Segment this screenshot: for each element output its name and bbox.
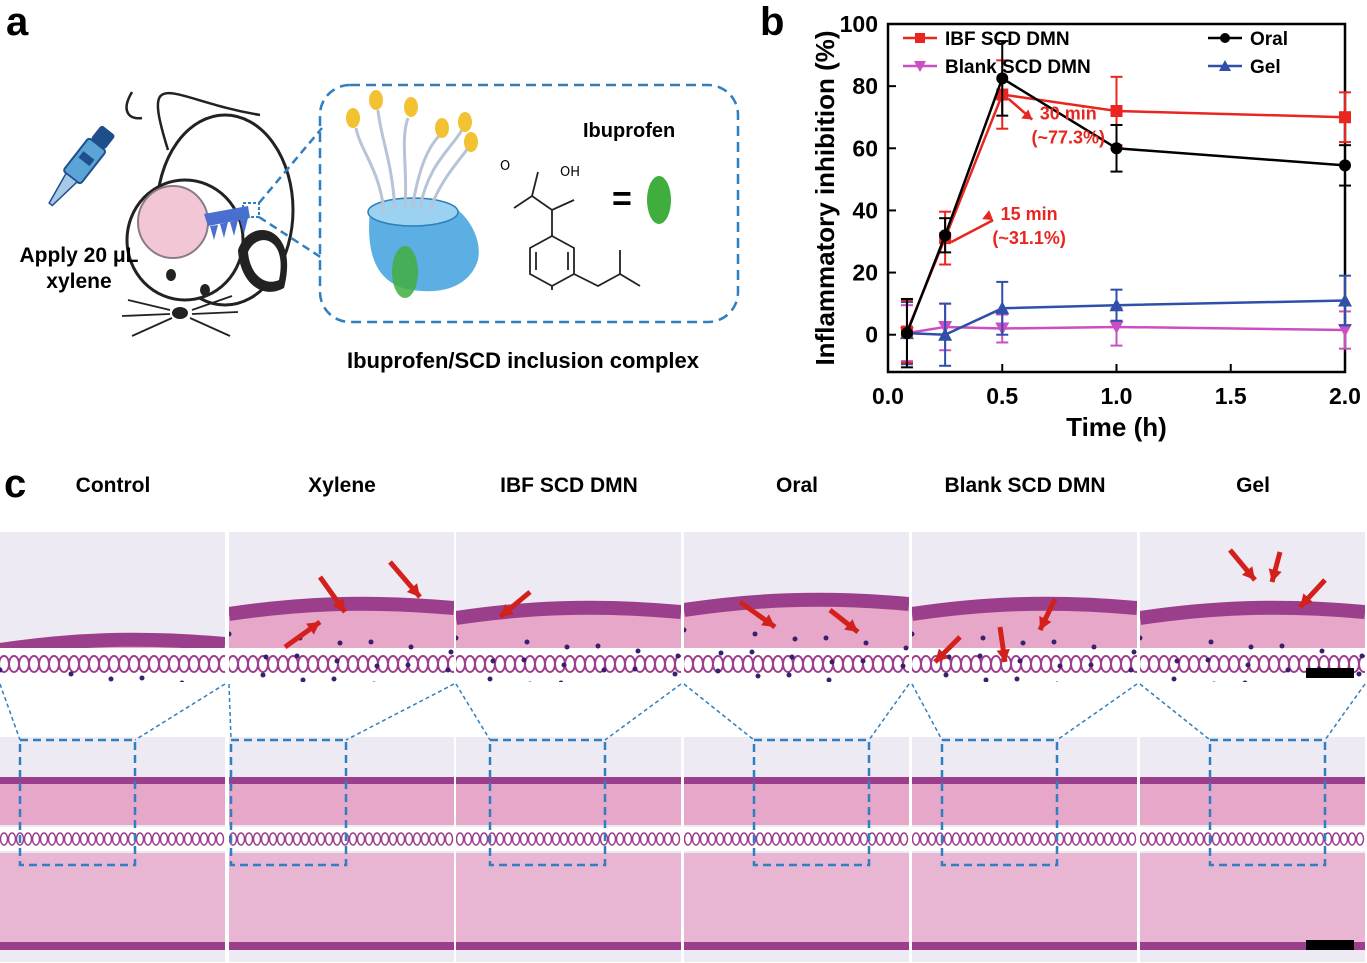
histology-zoom-2 <box>456 532 681 682</box>
annotation-arrowhead <box>1021 109 1033 120</box>
annotation-line2: (~77.3%) <box>1031 128 1105 148</box>
panel-a-caption: Ibuprofen/SCD inclusion complex <box>346 348 700 373</box>
data-point <box>1339 111 1351 124</box>
tissue-drawing <box>684 777 909 950</box>
equals-sign: = <box>612 180 632 218</box>
legend-marker <box>1219 60 1231 71</box>
mouse-icon <box>121 91 295 337</box>
panel-c-letter: c <box>4 462 27 506</box>
histology-label-1: Xylene <box>308 474 376 497</box>
tissue-drawing <box>229 596 454 682</box>
inhibition-chart: 0 20 40 60 80 100 0.0 0.5 1.0 1.5 2.0 Time (h) Infla… <box>810 11 1361 442</box>
data-point <box>1338 324 1352 338</box>
apply-line1: Apply 20 μL <box>19 244 139 267</box>
drug-icon <box>647 176 671 224</box>
y-tick-label: 40 <box>852 197 878 223</box>
panel-a-letter: a <box>6 0 29 44</box>
annotation-line1: 15 min <box>1001 204 1058 224</box>
data-point <box>1109 320 1124 334</box>
data-point <box>995 301 1010 315</box>
tissue-drawing <box>229 777 454 950</box>
histology-zoom-0 <box>0 532 225 682</box>
legend-marker <box>1220 33 1230 43</box>
legend-label: Blank SCD DMN <box>945 57 1091 78</box>
histology-label-2: IBF SCD DMN <box>500 474 638 497</box>
data-point <box>996 72 1009 85</box>
annotation-line1: 30 min <box>1040 104 1097 124</box>
data-point <box>1110 142 1123 155</box>
histology-overview-1 <box>229 737 454 962</box>
series-line-ibf-scd-dmn <box>905 93 1346 333</box>
tissue-drawing <box>1140 600 1365 682</box>
histology-overview-2 <box>456 737 681 962</box>
histology-label-4: Blank SCD DMN <box>944 474 1106 497</box>
tissue-drawing <box>0 777 225 950</box>
y-tick-label: 100 <box>840 11 878 37</box>
histology-label-5: Gel <box>1236 474 1270 497</box>
histology-label-0: Control <box>75 474 151 497</box>
panel-a: a <box>0 0 760 420</box>
panel-b-letter: b <box>760 0 785 44</box>
legend-label: IBF SCD DMN <box>945 29 1070 50</box>
x-tick-label: 1.0 <box>1101 383 1133 409</box>
ibuprofen-structure-icon <box>513 171 641 290</box>
data-point <box>938 327 953 341</box>
tissue-drawing <box>1140 777 1365 950</box>
y-axis-label: Inflammatory inhibition (%) <box>810 30 840 365</box>
y-tick-label: 0 <box>865 322 878 348</box>
x-tick-label: 2.0 <box>1329 383 1361 409</box>
pipette-icon <box>48 125 115 207</box>
data-point <box>939 229 952 242</box>
tissue-drawing <box>456 600 681 682</box>
data-point <box>1110 105 1123 117</box>
histology-overview-3 <box>684 737 909 962</box>
series-line-blank-scd-dmn <box>906 325 1346 335</box>
histology-zoom-1 <box>229 532 454 682</box>
drug-label: Ibuprofen <box>583 120 676 142</box>
x-tick-label: 0.5 <box>986 383 1018 409</box>
tissue-drawing <box>912 596 1137 682</box>
zoom-overlay <box>0 548 1366 950</box>
tissue-drawing <box>0 632 225 682</box>
schematic-svg: O OH <box>48 83 740 337</box>
legend-label: Oral <box>1250 29 1288 50</box>
histology-overview-0 <box>0 737 225 962</box>
legend-marker <box>915 33 925 43</box>
oh-label: OH <box>560 165 580 180</box>
cyclodextrin-icon <box>346 90 479 298</box>
apply-line2: xylene <box>46 270 112 293</box>
y-tick-label: 60 <box>852 135 878 161</box>
tissue-drawing <box>912 777 1137 950</box>
inclusion-box <box>318 83 740 324</box>
data-point <box>1339 159 1351 172</box>
zoom-line-top <box>258 127 323 204</box>
annotation-arrowhead <box>982 210 994 221</box>
annotation-line2: (~31.1%) <box>992 228 1066 248</box>
histology-overview-4 <box>912 737 1137 962</box>
histology-label-3: Oral <box>775 474 819 497</box>
panel-c: c Control Xylene IBF SCD DMN Oral Blank SCD … <box>0 462 1367 963</box>
data-point <box>900 327 913 340</box>
data-point <box>1109 298 1124 312</box>
oxygen-label: O <box>500 159 510 174</box>
histology-overview-5 <box>1140 737 1365 962</box>
annotation-arrow <box>950 218 994 244</box>
panel-b: b 0 20 40 60 80 100 0.0 0.5 1.0 1.5 2.0 Time (h) Inf… <box>760 0 1367 450</box>
y-tick-label: 80 <box>852 73 878 99</box>
legend-label: Gel <box>1250 57 1281 78</box>
x-tick-label: 0.0 <box>872 383 904 409</box>
histology-zoom-5 <box>1140 532 1365 682</box>
x-tick-label: 1.5 <box>1215 383 1247 409</box>
y-tick-label: 20 <box>852 260 878 286</box>
histology-zoom-4 <box>912 532 1137 682</box>
x-axis-label: Time (h) <box>1066 412 1167 442</box>
data-point <box>1338 293 1352 307</box>
tissue-drawing <box>456 777 681 950</box>
legend-marker <box>914 61 926 72</box>
